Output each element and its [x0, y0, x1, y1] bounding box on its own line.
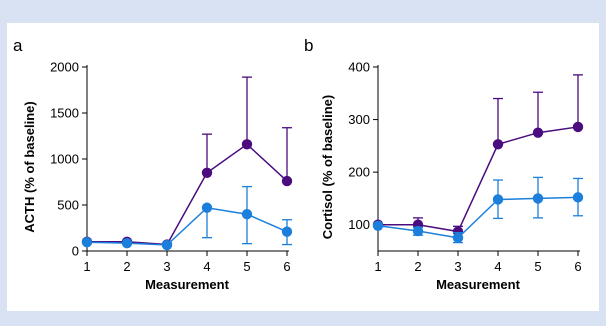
x-tick-label: 1 — [374, 259, 381, 274]
data-point — [81, 237, 93, 248]
y-tick-label: 400 — [348, 60, 370, 75]
x-tick-label: 2 — [414, 259, 421, 274]
y-tick-label: 1000 — [50, 152, 79, 167]
data-point — [161, 239, 173, 251]
data-point — [492, 139, 504, 150]
x-tick-label: 1 — [83, 259, 90, 274]
y-tick-label: 200 — [348, 165, 370, 180]
x-tick-label: 2 — [123, 259, 130, 274]
x-tick-label: 4 — [494, 259, 501, 274]
panel-a: a 0 500 1000 1500 2000 1 2 3 4 5 6 Measurement ACTH (… — [13, 36, 293, 292]
y-tick-label: 2000 — [50, 60, 79, 75]
x-tick-label: 6 — [283, 259, 290, 274]
data-point — [532, 193, 544, 204]
data-point — [241, 209, 253, 220]
data-point — [201, 167, 213, 178]
series-2 — [372, 176, 584, 244]
panel-label: a — [13, 36, 23, 55]
chart-svg: a 0 500 1000 1500 2000 1 2 3 4 5 6 Measurement ACTH (… — [13, 36, 584, 292]
data-point — [532, 127, 544, 138]
series-line — [87, 143, 288, 246]
series-2 — [81, 185, 293, 251]
panel-b: b 100 200 300 400 1 2 3 4 5 6 Measurement Cortisol (… — [304, 36, 584, 292]
panel-label: b — [304, 36, 313, 55]
x-axis-title: Measurement — [145, 277, 229, 292]
x-tick-label: 5 — [534, 259, 541, 274]
data-point — [201, 202, 213, 213]
y-axis-title: Cortisol (% of baseline) — [320, 95, 335, 239]
series-1 — [372, 74, 584, 237]
data-point — [572, 121, 584, 133]
series-line — [86, 206, 288, 246]
y-axis-title: ACTH (% of baseline) — [22, 101, 37, 232]
data-point — [412, 225, 424, 237]
data-point — [372, 220, 384, 231]
x-tick-label: 5 — [243, 259, 250, 274]
data-point — [121, 237, 133, 249]
data-point — [492, 194, 504, 205]
series-1 — [81, 76, 293, 250]
x-tick-label: 3 — [454, 259, 461, 274]
x-tick-label: 4 — [203, 259, 210, 274]
data-point — [281, 175, 293, 187]
y-tick-label: 0 — [72, 244, 79, 259]
data-point — [452, 232, 464, 244]
x-tick-label: 6 — [574, 259, 581, 274]
series-line — [378, 126, 579, 233]
y-tick-label: 500 — [57, 198, 79, 213]
y-tick-label: 300 — [348, 112, 370, 127]
data-point — [241, 139, 253, 150]
x-tick-label: 3 — [163, 259, 170, 274]
data-point — [281, 226, 293, 237]
data-point — [572, 192, 584, 203]
x-axis-title: Measurement — [436, 277, 520, 292]
figure-panel: a 0 500 1000 1500 2000 1 2 3 4 5 6 Measurement ACTH (… — [7, 23, 599, 311]
series-line — [377, 196, 579, 239]
y-tick-label: 100 — [348, 217, 370, 232]
y-tick-label: 1500 — [50, 106, 79, 121]
